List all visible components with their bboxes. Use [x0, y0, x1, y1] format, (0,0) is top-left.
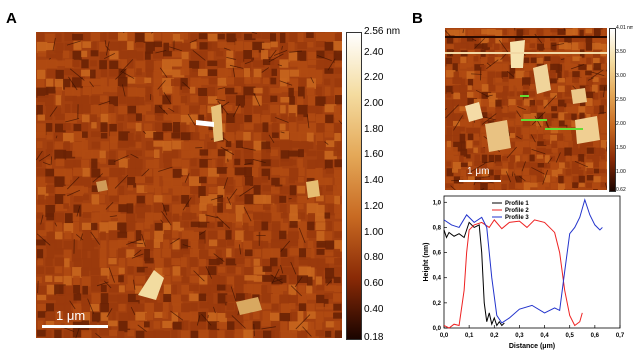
- colorbar-tick-label: 2.50: [616, 97, 626, 104]
- colorbar-tick-label: 1.00: [616, 168, 626, 175]
- legend-label-2: Profile 2: [505, 208, 529, 214]
- colorbar-b: [609, 28, 616, 192]
- colorbar-tick-label: 2.40: [364, 46, 384, 58]
- scalebar-a-label: 1 μm: [56, 308, 86, 323]
- y-tick-label: 0,2: [433, 301, 442, 307]
- legend-label-3: Profile 3: [505, 215, 529, 221]
- scalebar-a: [42, 325, 108, 328]
- x-tick-label: 0,1: [465, 333, 474, 339]
- colorbar-tick-label: 2.00: [616, 121, 626, 128]
- x-tick-label: 0,7: [616, 333, 625, 339]
- colorbar-tick-label: 2.00: [364, 98, 384, 109]
- colorbar-tick-label: 0.18: [364, 332, 384, 343]
- scalebar-b-label: 1 μm: [467, 166, 490, 177]
- x-axis-label: Distance (μm): [509, 343, 555, 350]
- legend-label-1: Profile 1: [505, 201, 529, 207]
- x-tick-label: 0,0: [440, 333, 449, 339]
- colorbar-tick-label: 3.50: [616, 49, 626, 56]
- y-axis-label: Height (nm): [423, 243, 430, 282]
- plot-frame: [443, 195, 621, 329]
- colorbar-tick-label: 1.80: [364, 123, 384, 135]
- colorbar-unit-label: 4.01 nm: [616, 25, 633, 31]
- colorbar-tick-label: 0.80: [364, 252, 384, 264]
- colorbar-tick-label: 2.20: [364, 72, 384, 84]
- colorbar-tick-label: 0.40: [364, 303, 384, 315]
- colorbar-tick-label: 1.20: [364, 200, 384, 212]
- series-line-3: [443, 198, 603, 324]
- y-tick-label: 1,0: [433, 200, 442, 206]
- colorbar-tick-label: 1.00: [364, 226, 384, 238]
- colorbar-tick-label: 0.62: [616, 187, 626, 193]
- colorbar-tick-label: 3.00: [616, 73, 626, 80]
- x-tick-label: 0,4: [540, 333, 549, 339]
- y-tick-label: 0,4: [433, 276, 442, 282]
- colorbar-unit-label: 2.56 nm: [364, 26, 401, 37]
- y-tick-label: 0,0: [433, 326, 442, 332]
- colorbar-tick-label: 1.60: [364, 149, 384, 161]
- x-tick-label: 0,5: [566, 333, 575, 339]
- x-tick-label: 0,3: [515, 333, 524, 339]
- scalebar-b: [459, 180, 501, 182]
- colorbar-a: [346, 32, 362, 340]
- panel-b-letter: B: [412, 10, 423, 27]
- colorbar-tick-label: 1.50: [616, 144, 626, 151]
- series-line-1: [443, 221, 505, 327]
- y-tick-label: 0,6: [433, 251, 442, 257]
- colorbar-tick-label: 0.60: [364, 278, 384, 289]
- x-tick-label: 0,2: [490, 333, 499, 339]
- colorbar-tick-label: 1.40: [364, 175, 384, 187]
- afm-image-b: 1 μm: [445, 28, 607, 190]
- series-line-2: [443, 219, 583, 329]
- afm-image-a: 1 μm: [36, 32, 342, 338]
- y-tick-label: 0,8: [433, 225, 442, 231]
- x-tick-label: 0,6: [591, 333, 600, 339]
- panel-a-letter: A: [6, 10, 17, 27]
